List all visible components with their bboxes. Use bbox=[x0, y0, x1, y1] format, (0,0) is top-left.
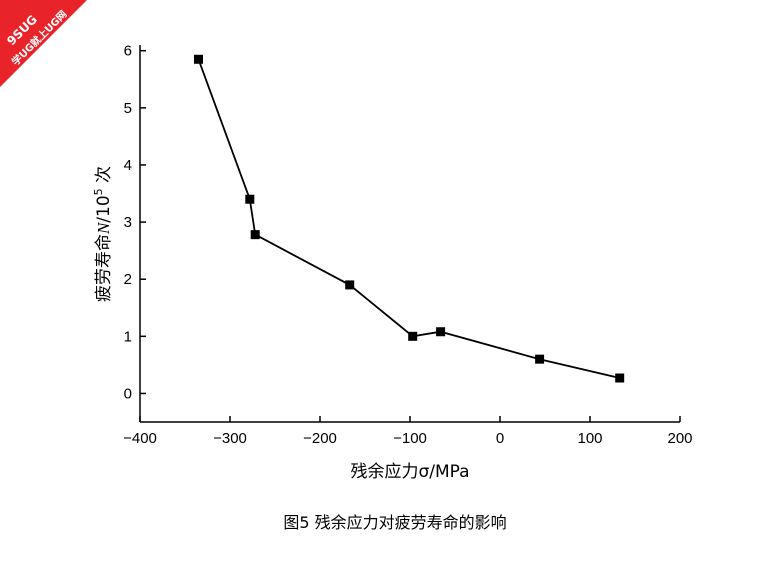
y-axis-title: 疲劳寿命N/105 次 bbox=[92, 166, 114, 302]
data-point bbox=[245, 194, 255, 204]
y-axis-title-suffix: 次 bbox=[94, 166, 114, 188]
data-point bbox=[250, 230, 260, 240]
data-point bbox=[194, 54, 203, 64]
y-tick-label: 2 bbox=[124, 271, 132, 288]
x-tick-label: −200 bbox=[303, 430, 337, 447]
figure-caption: 图5 残余应力对疲劳寿命的影响 bbox=[283, 513, 506, 532]
y-ticks: 0 1 2 3 4 5 6 bbox=[124, 43, 146, 402]
y-axis-title-exp: 5 bbox=[92, 188, 105, 195]
data-point bbox=[436, 327, 446, 337]
x-ticks: −400 −300 −200 −100 0 100 200 bbox=[123, 416, 693, 447]
axes bbox=[139, 45, 680, 423]
y-tick-label: 3 bbox=[124, 214, 132, 231]
y-tick-label: 0 bbox=[124, 385, 132, 402]
y-axis-title-var: N bbox=[94, 221, 113, 235]
data-point bbox=[615, 373, 625, 383]
x-tick-label: −300 bbox=[213, 430, 247, 447]
y-tick-label: 6 bbox=[124, 43, 132, 60]
y-axis-title-prefix: 疲劳寿命 bbox=[94, 234, 114, 302]
data-point bbox=[535, 354, 545, 364]
data-point bbox=[408, 331, 418, 341]
data-point bbox=[345, 280, 355, 290]
watermark-logo: 9SUG 学UG就上UG网 bbox=[0, 0, 87, 87]
y-axis-title-mid: /10 bbox=[94, 195, 114, 222]
y-tick-label: 1 bbox=[124, 328, 132, 345]
x-tick-label: 0 bbox=[496, 430, 504, 447]
y-tick-label: 5 bbox=[124, 100, 132, 117]
x-tick-label: 100 bbox=[577, 430, 602, 447]
x-tick-label: −400 bbox=[123, 430, 157, 447]
series-line bbox=[197, 58, 620, 379]
series bbox=[194, 54, 625, 383]
y-tick-label: 4 bbox=[124, 157, 132, 174]
x-axis-title: 残余应力σ/MPa bbox=[350, 462, 469, 482]
x-tick-label: 200 bbox=[667, 430, 692, 447]
x-tick-label: −100 bbox=[393, 430, 427, 447]
